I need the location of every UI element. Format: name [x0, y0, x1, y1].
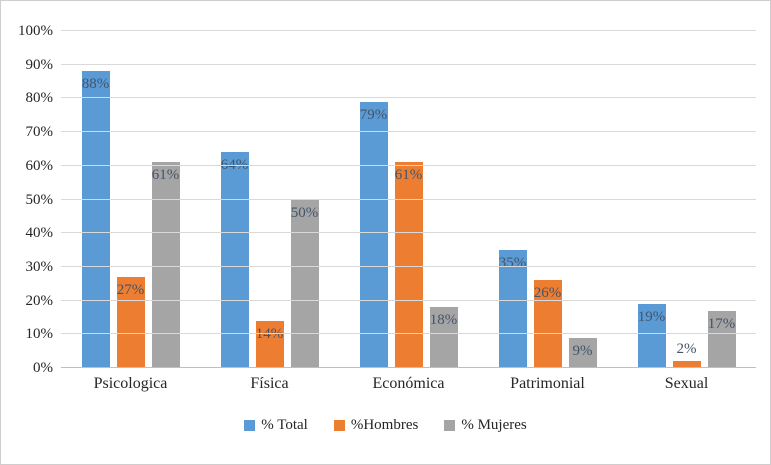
legend-label: % Mujeres [461, 417, 527, 433]
y-tick-label: 0% [33, 360, 53, 376]
category-label: Física [250, 375, 289, 392]
bar-group: 64% 14% 50% [200, 31, 339, 368]
bar: 64% [220, 152, 249, 368]
data-label: 19% [637, 308, 666, 325]
legend-item: %Hombres [333, 417, 419, 434]
y-tick-label: 50% [25, 191, 54, 208]
legend-label: %Hombres [350, 417, 419, 433]
bar: 35% [498, 250, 527, 368]
bar: 2% [672, 341, 701, 368]
y-tick-label: 80% [25, 90, 54, 107]
gridline [61, 63, 756, 65]
x-axis-labels: Psicologica Física Económica Patrimonial Sex… [61, 375, 756, 393]
bar-group: 88% 27% 61% [61, 31, 200, 368]
category-label: Económica [372, 375, 445, 392]
gridline [61, 198, 756, 200]
y-tick-label: 30% [25, 258, 54, 275]
bar: 79% [359, 101, 388, 368]
category-label: Psicologica [93, 375, 168, 392]
data-label: 27% [116, 282, 145, 299]
y-tick-label: 90% [25, 56, 54, 73]
legend-swatch-icon [444, 420, 456, 431]
bar: 19% [637, 303, 666, 368]
data-label: 17% [707, 315, 736, 332]
bar: 14% [255, 320, 284, 368]
plot-area: 88% 27% 61% 64% 14% 50% 79% 61% 18% 35% 26% 9% 19% 2%… [61, 30, 756, 368]
data-label: 26% [533, 285, 562, 302]
bar: 9% [568, 337, 597, 368]
bar: 17% [707, 310, 736, 368]
data-label: 61% [151, 167, 180, 184]
legend-item: % Mujeres [444, 417, 527, 434]
bar-groups: 88% 27% 61% 64% 14% 50% 79% 61% 18% 35% 26% 9% 19% 2%… [61, 31, 756, 368]
category-label: Patrimonial [510, 375, 585, 392]
bar: 18% [429, 307, 458, 368]
data-label: 50% [290, 204, 319, 221]
y-tick-label: 10% [25, 326, 54, 343]
category-label: Sexual [664, 375, 709, 392]
bar: 88% [81, 71, 110, 368]
gridline [61, 164, 756, 166]
bar-group: 19% 2% 17% [617, 31, 756, 368]
gridline [61, 265, 756, 267]
gridline [61, 131, 756, 133]
bar: 27% [116, 277, 145, 368]
legend-label: % Total [261, 417, 308, 433]
gridline [61, 333, 756, 335]
y-tick-label: 70% [25, 124, 54, 141]
y-tick-label: 40% [25, 225, 54, 242]
x-axis-line [61, 367, 756, 368]
data-label: 35% [498, 255, 527, 272]
data-label: 61% [394, 167, 423, 184]
y-tick-label: 60% [25, 157, 54, 174]
data-label: 79% [359, 106, 388, 123]
legend-swatch-icon [333, 420, 345, 431]
bar: 26% [533, 280, 562, 368]
y-tick-label: 20% [25, 292, 54, 309]
bar: 50% [290, 199, 319, 368]
data-label: 2% [676, 341, 697, 358]
y-tick-label: 100% [18, 23, 53, 39]
gridline [61, 232, 756, 234]
legend-swatch-icon [244, 420, 256, 431]
bar-group: 35% 26% 9% [478, 31, 617, 368]
bar-group: 79% 61% 18% [339, 31, 478, 368]
gridline [61, 299, 756, 301]
gridline [61, 30, 756, 31]
gridline [61, 97, 756, 99]
data-label: 18% [429, 312, 458, 329]
data-label: 9% [572, 342, 593, 359]
legend-item: % Total [244, 417, 308, 434]
data-label: 88% [81, 76, 110, 93]
y-axis: 0% 10% 20% 30% 40% 50% 60% 70% 80% 90% 100% [1, 23, 54, 376]
legend: % Total %Hombres % Mujeres [1, 417, 770, 434]
